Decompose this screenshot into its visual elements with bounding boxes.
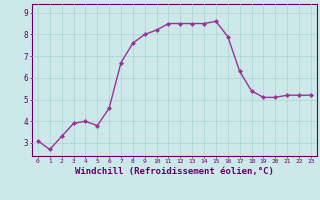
X-axis label: Windchill (Refroidissement éolien,°C): Windchill (Refroidissement éolien,°C): [75, 167, 274, 176]
